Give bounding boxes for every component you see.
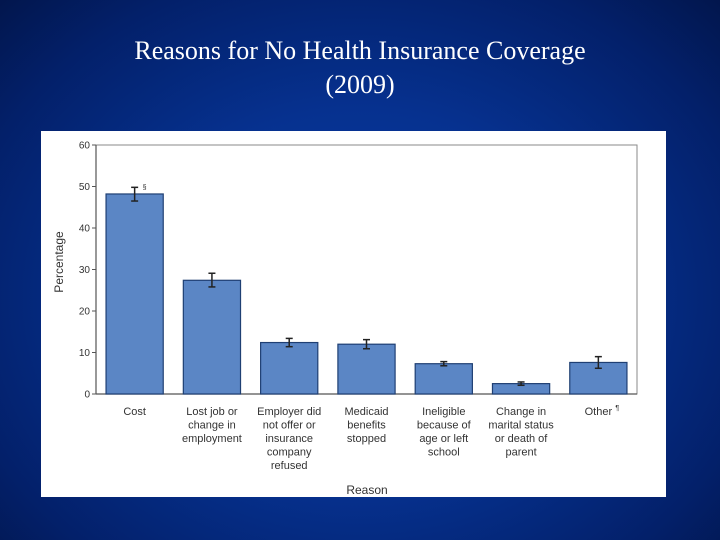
bar [105, 193, 164, 395]
y-axis-label: Percentage [52, 231, 66, 293]
slide-title-line-2: (2009) [325, 70, 395, 99]
error-bars [131, 186, 602, 387]
bars [105, 193, 628, 395]
y-tick-label: 60 [79, 141, 91, 152]
x-tick-label: Medicaid benefits stopped [344, 406, 388, 445]
slide-title-line-1: Reasons for No Health Insurance Coverage [134, 36, 586, 65]
x-tick-label: Employer did not offer or insurance company… [257, 406, 321, 472]
slide-title: Reasons for No Health Insurance Coverage… [0, 34, 720, 102]
y-tick-label: 10 [79, 348, 91, 359]
x-axis-labels: Cost § Lost job or change in employment Emplo… [123, 184, 619, 472]
error-bar [594, 355, 602, 370]
error-bar [440, 360, 448, 367]
x-axis-label: Reason [346, 483, 387, 497]
x-tick-label: Other [585, 406, 613, 418]
chart-panel: 0 10 20 30 40 50 60 Cost § Lost job or change in e… [41, 131, 666, 497]
y-tick-label: 40 [79, 224, 91, 235]
error-bar [131, 186, 139, 202]
y-tick-label: 50 [79, 182, 91, 193]
error-bar [208, 272, 216, 288]
footnote-marker: § [143, 184, 147, 191]
bar [414, 363, 473, 395]
bar [182, 279, 242, 395]
bar [337, 343, 396, 395]
x-tick-label: Ineligible because of age or left school [417, 406, 472, 459]
error-bar [285, 337, 293, 348]
x-tick-label: Lost job or change in employment [182, 406, 242, 445]
x-tick-label: Cost [123, 406, 146, 418]
bar [260, 341, 319, 395]
y-axis-ticks: 0 10 20 30 40 50 60 [79, 141, 96, 401]
y-tick-label: 20 [79, 307, 91, 318]
x-tick-label: Change in marital status or death of parent [488, 406, 554, 459]
y-tick-label: 0 [84, 390, 90, 401]
bar-chart: 0 10 20 30 40 50 60 Cost § Lost job or change in e… [52, 141, 638, 497]
y-tick-label: 30 [79, 265, 91, 276]
error-bar [363, 338, 370, 350]
footnote-marker: ¶ [615, 405, 619, 412]
error-bar [517, 381, 525, 387]
